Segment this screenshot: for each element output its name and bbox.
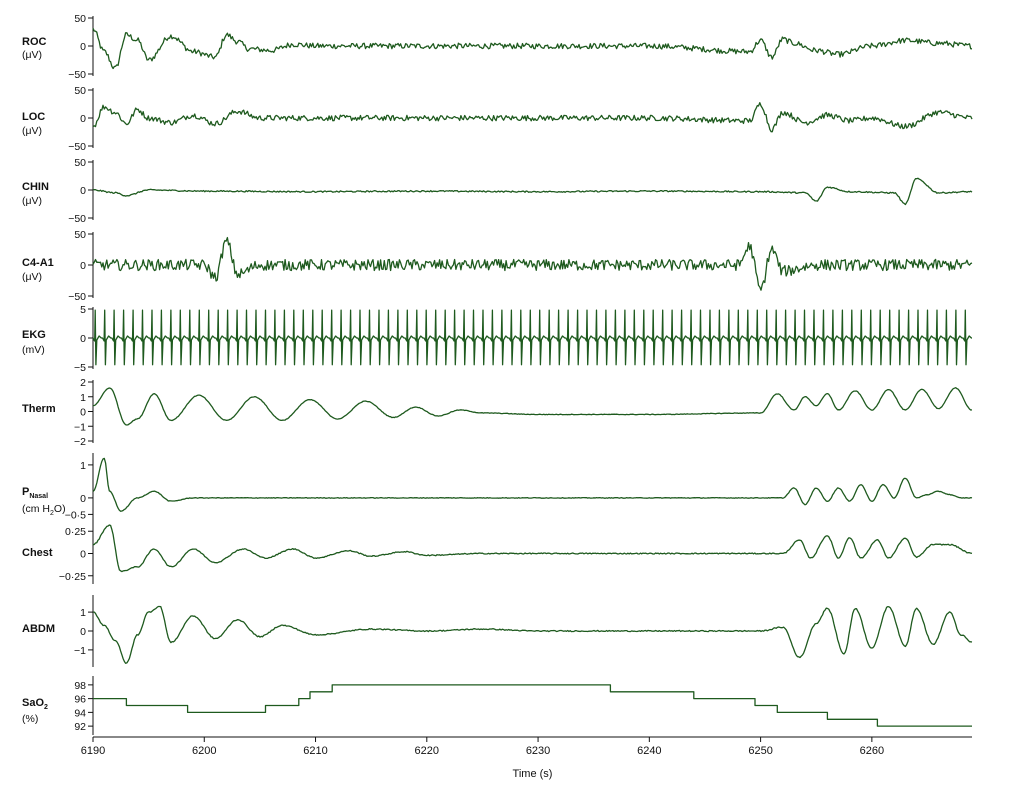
pnasal-label: PNasal — [22, 486, 48, 500]
loc-label: LOC — [22, 111, 45, 123]
roc-tick-label: 0 — [80, 41, 86, 53]
chest-tick-label: −0·25 — [59, 571, 86, 583]
chest-tick-label: 0·25 — [65, 526, 86, 538]
chin-trace — [92, 177, 973, 206]
ekg-label: EKG — [22, 329, 46, 341]
roc-tick-label: 50 — [74, 13, 86, 25]
loc-trace — [92, 102, 973, 133]
therm-tick-label: 0 — [80, 407, 86, 419]
c4a1-label: C4-A1 — [22, 257, 54, 269]
therm-tick-label: −1 — [74, 421, 86, 433]
pnasal-tick-label: −0·5 — [65, 509, 86, 521]
chin-label: CHIN — [22, 181, 49, 193]
c4a1-tick-label: 50 — [74, 229, 86, 241]
abdm-tick-label: 1 — [80, 607, 86, 619]
x-tick-label: 6230 — [526, 745, 550, 757]
loc-unit: (μV) — [22, 125, 42, 137]
abdm-label: ABDM — [22, 623, 55, 635]
c4a1-unit: (μV) — [22, 271, 42, 283]
pnasal-trace — [92, 457, 973, 512]
sao2-tick-label: 94 — [74, 707, 86, 719]
x-tick-label: 6210 — [303, 745, 327, 757]
loc-tick-label: 0 — [80, 113, 86, 125]
ekg-tick-label: 5 — [80, 304, 86, 316]
x-tick-label: 6200 — [192, 745, 216, 757]
abdm-trace — [93, 605, 973, 664]
pnasal-tick-label: 0 — [80, 493, 86, 505]
therm-tick-label: −2 — [74, 436, 86, 448]
ekg-trace — [92, 309, 973, 366]
chin-tick-label: −50 — [68, 213, 86, 225]
ekg-unit: (mV) — [22, 344, 45, 356]
sao2-trace — [93, 684, 972, 727]
x-tick-label: 6240 — [637, 745, 661, 757]
sao2-tick-label: 92 — [74, 721, 86, 733]
sao2-tick-label: 98 — [74, 680, 86, 692]
x-tick-label: 6190 — [81, 745, 105, 757]
x-tick-label: 6260 — [860, 745, 884, 757]
therm-tick-label: 1 — [80, 392, 86, 404]
chest-label: Chest — [22, 547, 53, 559]
therm-trace — [92, 387, 973, 426]
x-tick-label: 6250 — [748, 745, 772, 757]
loc-tick-label: 50 — [74, 85, 86, 97]
c4a1-trace — [92, 236, 973, 291]
therm-tick-label: 2 — [80, 377, 86, 389]
c4a1-tick-label: 0 — [80, 260, 86, 272]
roc-label: ROC — [22, 36, 47, 48]
sao2-unit: (%) — [22, 713, 38, 725]
ekg-tick-label: 0 — [80, 333, 86, 345]
x-axis-title: Time (s) — [513, 768, 553, 780]
abdm-tick-label: 0 — [80, 626, 86, 638]
abdm-tick-label: −1 — [74, 645, 86, 657]
roc-trace — [92, 28, 973, 70]
chin-tick-label: 0 — [80, 185, 86, 197]
ekg-tick-label: −5 — [74, 362, 86, 374]
pnasal-unit: (cm H2O) — [22, 503, 66, 517]
therm-label: Therm — [22, 403, 56, 415]
x-tick-label: 6220 — [415, 745, 439, 757]
c4a1-tick-label: −50 — [68, 291, 86, 303]
chin-unit: (μV) — [22, 195, 42, 207]
chest-tick-label: 0 — [80, 549, 86, 561]
sao2-label: SaO2 — [22, 697, 48, 711]
roc-unit: (μV) — [22, 49, 42, 61]
loc-tick-label: −50 — [68, 141, 86, 153]
chest-trace — [92, 524, 973, 573]
roc-tick-label: −50 — [68, 69, 86, 81]
sao2-tick-label: 96 — [74, 694, 86, 706]
pnasal-tick-label: 1 — [80, 460, 86, 472]
chin-tick-label: 50 — [74, 157, 86, 169]
